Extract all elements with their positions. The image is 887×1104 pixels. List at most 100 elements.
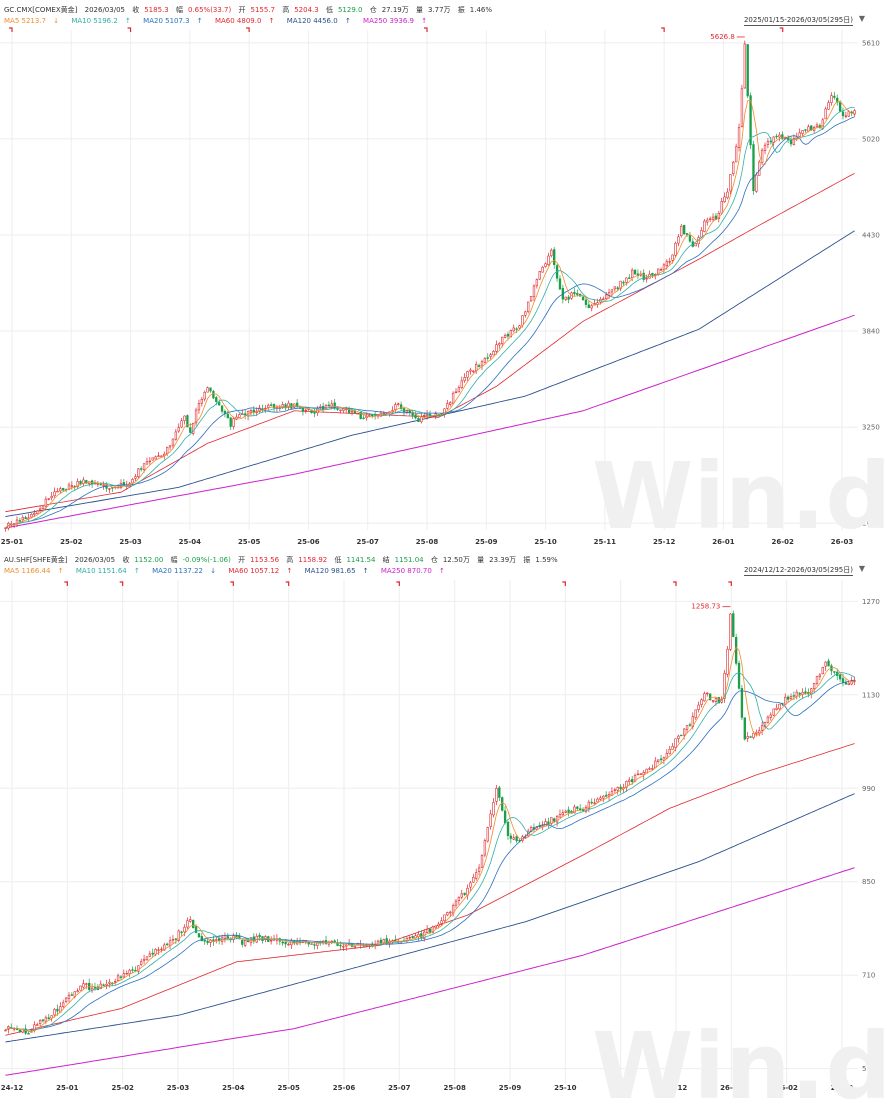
ma10-legend[interactable]: MA10 5196.2 ↑ bbox=[71, 17, 131, 25]
candle-body bbox=[382, 939, 385, 943]
candle-body bbox=[755, 731, 758, 734]
candle-body bbox=[836, 97, 839, 103]
candle-body bbox=[209, 939, 212, 943]
vol-key: 量 bbox=[415, 6, 423, 14]
event-marker bbox=[119, 581, 124, 586]
y-tick-label: 990 bbox=[862, 785, 875, 793]
candle-body bbox=[342, 946, 345, 948]
candle-body bbox=[798, 132, 801, 137]
event-marker bbox=[246, 27, 250, 32]
change-key: 幅 bbox=[170, 556, 178, 564]
ma250-legend[interactable]: MA250 870.70 ↑ bbox=[380, 567, 445, 575]
candle-body bbox=[515, 328, 518, 330]
dropdown-arrow-icon[interactable]: ▼ bbox=[858, 564, 865, 573]
candle-body bbox=[128, 969, 131, 974]
candle-body bbox=[613, 789, 617, 791]
candle-body bbox=[206, 387, 209, 393]
event-marker bbox=[9, 27, 13, 32]
candle-body bbox=[674, 738, 677, 748]
candle-body bbox=[564, 296, 567, 300]
symbol-label[interactable]: AU.SHF[SHFE黄金] bbox=[4, 556, 68, 564]
candle-body bbox=[99, 483, 102, 486]
candle-body bbox=[140, 468, 143, 470]
candle-body bbox=[350, 410, 354, 413]
candle-body bbox=[171, 939, 175, 941]
ma10-line bbox=[5, 672, 855, 1031]
candle-body bbox=[492, 802, 495, 816]
candle-body bbox=[166, 446, 169, 454]
candle-body bbox=[137, 965, 140, 972]
candle-body bbox=[313, 944, 316, 946]
candle-body bbox=[339, 944, 342, 947]
candle-body bbox=[151, 457, 154, 461]
candle-body bbox=[778, 703, 781, 710]
ma5-legend[interactable]: MA5 5213.7 ↓ bbox=[4, 17, 60, 25]
x-tick-label: 25-11 bbox=[594, 538, 617, 546]
x-tick-label: 24-12 bbox=[1, 1084, 24, 1092]
candle-body bbox=[492, 351, 495, 356]
candle-body bbox=[420, 415, 423, 423]
candle-body bbox=[503, 810, 507, 824]
ma120-line bbox=[5, 230, 855, 518]
candle-body bbox=[625, 277, 628, 283]
candle-body bbox=[501, 797, 504, 811]
candle-body bbox=[821, 119, 824, 129]
candle-body bbox=[590, 801, 593, 804]
ma60-legend[interactable]: MA60 4809.0 ↑ bbox=[214, 17, 275, 25]
candle-body bbox=[607, 794, 611, 797]
date-label: 2026/03/05 bbox=[74, 556, 116, 564]
vol-value: 23.39万 bbox=[489, 556, 517, 564]
candle-body bbox=[183, 927, 186, 933]
candle-body bbox=[529, 296, 533, 302]
candle-body bbox=[544, 263, 547, 267]
dropdown-arrow-icon[interactable]: ▼ bbox=[858, 14, 865, 23]
candle-body bbox=[746, 44, 749, 97]
ma250-legend[interactable]: MA250 3936.9 ↑ bbox=[363, 17, 428, 25]
ma20-legend[interactable]: MA20 1137.22 ↓ bbox=[152, 567, 217, 575]
event-marker bbox=[127, 27, 132, 32]
candle-body bbox=[200, 936, 204, 942]
candle-body bbox=[740, 688, 744, 718]
candle-body bbox=[174, 938, 178, 940]
candle-body bbox=[743, 717, 746, 740]
candle-body bbox=[838, 101, 842, 112]
x-tick-label: 25-05 bbox=[238, 538, 261, 546]
candle-body bbox=[116, 975, 120, 981]
candle-body bbox=[483, 358, 487, 363]
candle-body bbox=[62, 488, 65, 491]
amp-key: 振 bbox=[457, 6, 465, 14]
x-tick-label: 25-08 bbox=[416, 538, 439, 546]
ma10-legend[interactable]: MA10 1151.64 ↑ bbox=[75, 567, 140, 575]
candle-body bbox=[238, 414, 241, 418]
candle-body bbox=[36, 1024, 39, 1026]
symbol-label[interactable]: GC.CMX[COMEX黄金] bbox=[4, 6, 78, 14]
settle-value: 1151.04 bbox=[394, 556, 424, 564]
date-range-selector[interactable]: 2025/01/15-2026/03/05(295日) bbox=[743, 16, 853, 26]
candle-body bbox=[330, 403, 333, 407]
x-tick-label: 26-02 bbox=[775, 1084, 798, 1092]
candle-body bbox=[810, 125, 813, 131]
candle-body bbox=[477, 365, 481, 367]
candle-body bbox=[229, 417, 232, 427]
candle-body bbox=[154, 456, 157, 460]
candle-body bbox=[70, 994, 74, 996]
candle-body bbox=[573, 291, 576, 295]
x-tick-label: 25-02 bbox=[111, 1084, 134, 1092]
candle-body bbox=[633, 269, 637, 275]
ma60-legend[interactable]: MA60 1057.12 ↑ bbox=[228, 567, 293, 575]
candle-body bbox=[576, 806, 579, 809]
event-marker bbox=[230, 581, 234, 586]
candle-body bbox=[460, 380, 463, 388]
date-range-selector[interactable]: 2024/12/12-2026/03/05(295日) bbox=[743, 566, 853, 576]
candle-body bbox=[619, 786, 622, 790]
candle-body bbox=[119, 976, 123, 978]
ma120-legend[interactable]: MA120 981.65 ↑ bbox=[304, 567, 369, 575]
candle-body bbox=[140, 961, 143, 965]
candle-body bbox=[62, 1002, 65, 1007]
ma120-legend[interactable]: MA120 4456.0 ↑ bbox=[286, 17, 351, 25]
candle-body bbox=[734, 146, 738, 163]
ma5-legend[interactable]: MA5 1166.44 ↑ bbox=[4, 567, 64, 575]
close-key: 收 bbox=[132, 6, 140, 14]
ma20-legend[interactable]: MA20 5107.3 ↑ bbox=[143, 17, 203, 25]
candle-body bbox=[166, 943, 169, 946]
